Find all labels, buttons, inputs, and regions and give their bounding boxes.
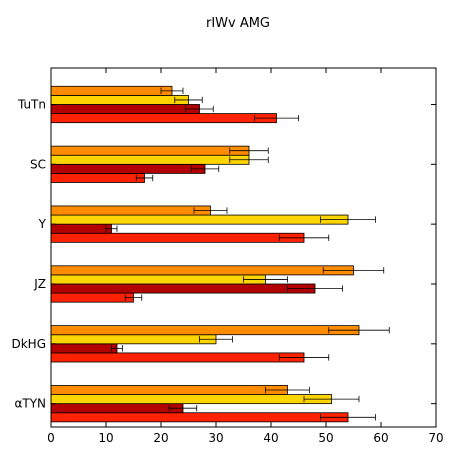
bar-TuTn-s3 <box>50 85 173 96</box>
bar-TuTn-s2 <box>50 94 189 105</box>
x-tick-label: 20 <box>153 431 168 445</box>
bar-DkHG-s2 <box>50 334 217 345</box>
bar-SC-s0 <box>50 173 145 183</box>
bar-αTYN-s2 <box>50 394 332 405</box>
bar-SC-s2 <box>50 154 250 165</box>
y-tick-label: JZ <box>33 277 46 291</box>
bar-Y-s0 <box>50 232 305 243</box>
y-axis-ticks: αTYN DkHG JZ Y SC TuTn <box>11 97 436 411</box>
bar-JZ-s3 <box>50 265 354 276</box>
bars-group <box>50 85 390 423</box>
bar-αTYN-s3 <box>50 385 288 395</box>
x-tick-label: 50 <box>318 431 333 445</box>
bar-αTYN-s1 <box>50 403 184 414</box>
x-tick-label: 0 <box>47 431 55 445</box>
bar-JZ-s2 <box>50 274 266 285</box>
bar-Y-s1 <box>50 223 112 234</box>
x-axis-ticks: 0 10 20 30 40 50 60 70 <box>47 68 444 445</box>
bar-αTYN-s0 <box>50 412 349 423</box>
bar-Y-s3 <box>50 205 211 216</box>
bar-DkHG-s0 <box>50 352 305 363</box>
x-tick-label: 40 <box>263 431 278 445</box>
y-tick-label: DkHG <box>11 337 46 351</box>
bar-SC-s1 <box>50 163 206 174</box>
x-tick-label: 70 <box>428 431 443 445</box>
bar-TuTn-s1 <box>50 104 200 114</box>
y-tick-label: TuTn <box>17 97 46 111</box>
x-tick-label: 30 <box>208 431 223 445</box>
y-tick-label: αTYN <box>14 397 46 411</box>
bar-DkHG-s3 <box>50 325 360 336</box>
bar-DkHG-s1 <box>50 343 118 354</box>
bar-Y-s2 <box>50 214 349 225</box>
bar-TuTn-s0 <box>50 113 277 124</box>
bar-JZ-s1 <box>50 283 316 294</box>
chart-title: rIWv AMG <box>206 16 270 31</box>
plot-frame <box>50 67 437 428</box>
bar-SC-s3 <box>50 145 250 156</box>
bar-JZ-s0 <box>50 292 134 303</box>
y-tick-label: SC <box>30 157 46 171</box>
x-tick-label: 60 <box>373 431 388 445</box>
x-tick-label: 10 <box>98 431 113 445</box>
y-tick-label: Y <box>38 217 47 231</box>
